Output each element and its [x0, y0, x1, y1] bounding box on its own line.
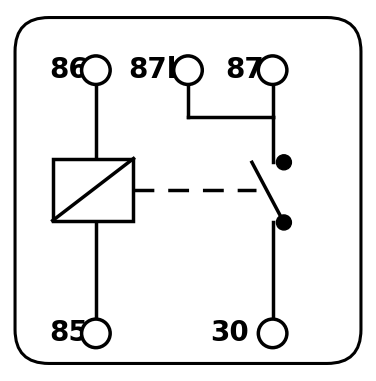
Circle shape	[276, 215, 291, 230]
Text: 86: 86	[49, 56, 88, 84]
Circle shape	[258, 319, 287, 348]
Bar	[53, 158, 133, 221]
Text: 85: 85	[49, 319, 88, 347]
Circle shape	[258, 56, 287, 85]
Text: 30: 30	[211, 319, 249, 347]
Text: 87: 87	[226, 56, 264, 84]
Text: 87b: 87b	[128, 56, 186, 84]
Circle shape	[276, 155, 291, 170]
Circle shape	[82, 319, 110, 348]
Circle shape	[82, 56, 110, 85]
Circle shape	[174, 56, 202, 85]
FancyBboxPatch shape	[15, 18, 361, 363]
